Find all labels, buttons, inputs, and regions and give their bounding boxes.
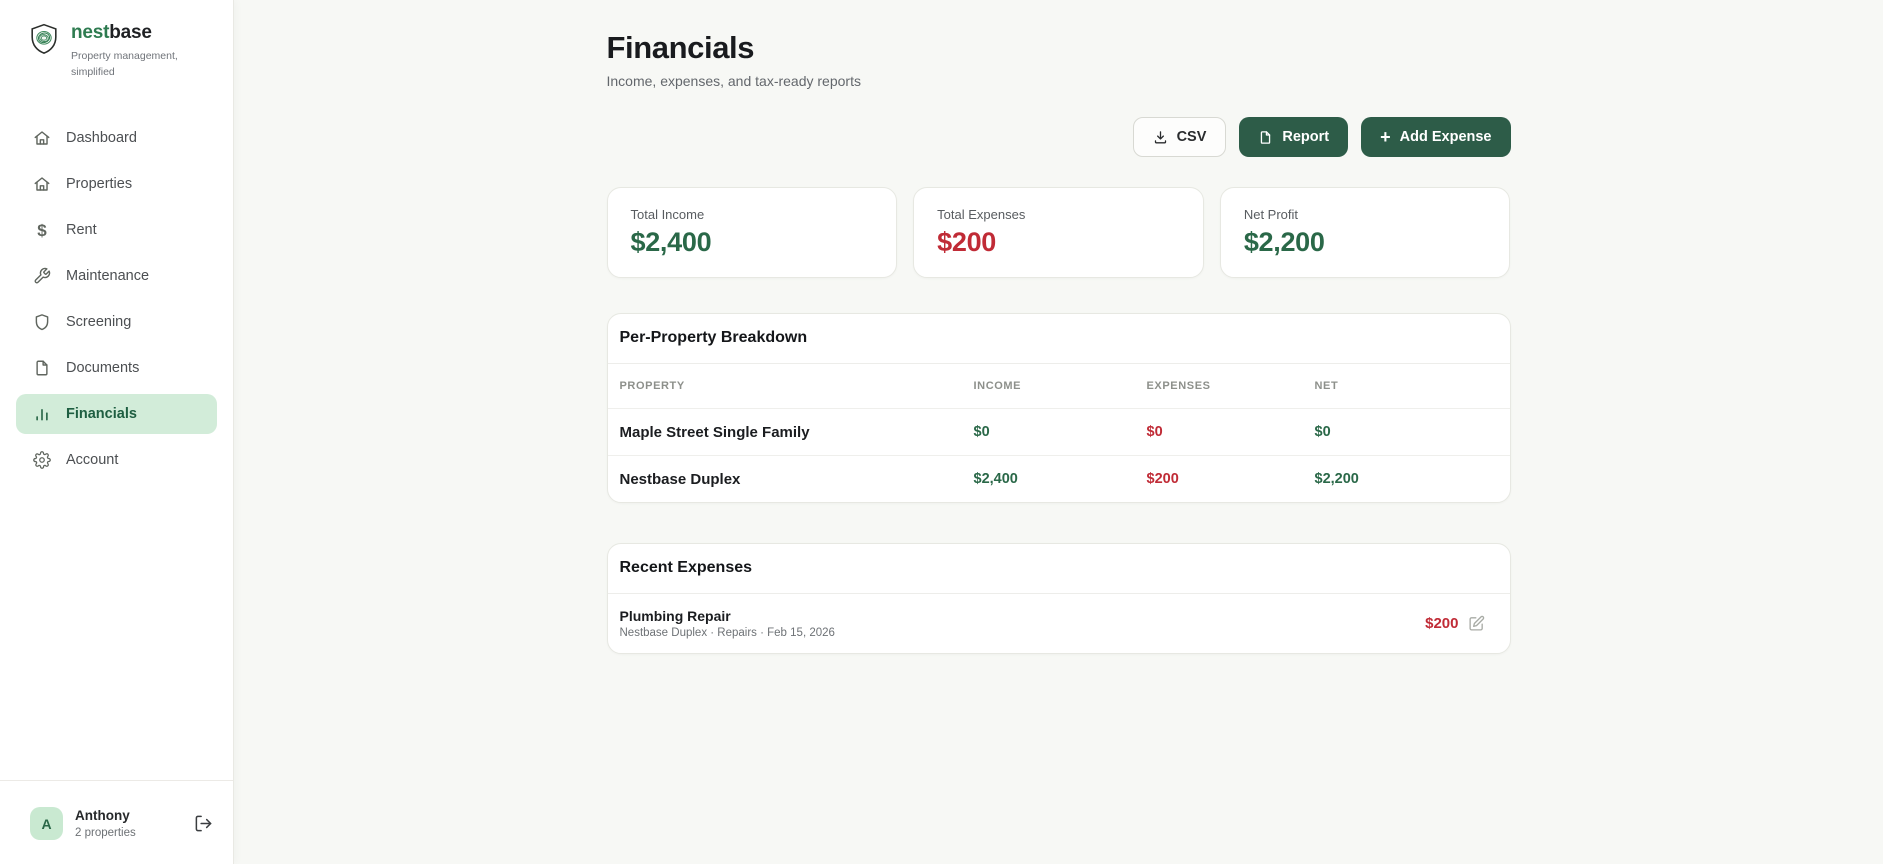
add-expense-button[interactable]: + Add Expense xyxy=(1361,117,1511,157)
main-content: Financials Income, expenses, and tax-rea… xyxy=(234,0,1883,864)
table-row: Maple Street Single Family $0 $0 $0 xyxy=(607,408,1510,455)
gear-icon xyxy=(33,451,51,470)
stat-card-total-income: Total Income $2,400 xyxy=(606,187,898,278)
stats-row: Total Income $2,400 Total Expenses $200 … xyxy=(606,187,1511,278)
page-title: Financials xyxy=(606,30,755,65)
wrench-icon xyxy=(33,267,51,285)
per-property-breakdown-panel: Per-Property Breakdown Property Income E… xyxy=(606,313,1511,503)
sidebar-item-label: Account xyxy=(66,452,119,469)
sidebar-item-label: Dashboard xyxy=(66,130,137,147)
sidebar-item-documents[interactable]: Documents xyxy=(16,348,217,388)
stat-value: $200 xyxy=(937,227,997,257)
avatar: A xyxy=(30,807,63,840)
sidebar-nav: Dashboard Properties $ Rent Maintenance … xyxy=(0,118,233,486)
report-button[interactable]: Report xyxy=(1239,117,1349,157)
house-icon xyxy=(33,175,51,193)
sidebar-item-rent[interactable]: $ Rent xyxy=(16,210,217,250)
brand-name: nestbase xyxy=(71,22,152,43)
brand-logo: nestbase Property management, simplified xyxy=(0,22,233,80)
sidebar-item-maintenance[interactable]: Maintenance xyxy=(16,256,217,296)
export-csv-button[interactable]: CSV xyxy=(1132,117,1227,157)
expense-amount-group: $200 xyxy=(1425,615,1484,632)
stat-label: Total Expenses xyxy=(937,207,1026,222)
plus-icon: + xyxy=(1380,126,1391,147)
income-value: $0 xyxy=(973,424,990,440)
expense-list-item: Plumbing Repair Nestbase Duplex · Repair… xyxy=(607,593,1510,653)
expense-amount: $200 xyxy=(1425,615,1459,632)
sidebar-item-screening[interactable]: Screening xyxy=(16,302,217,342)
sidebar-item-label: Properties xyxy=(66,176,133,193)
shield-icon xyxy=(33,313,51,331)
sidebar-item-label: Financials xyxy=(66,406,137,423)
sidebar-item-financials[interactable]: Financials xyxy=(16,394,217,435)
brand-text: nestbase Property management, simplified xyxy=(71,22,178,80)
table-row: Nestbase Duplex $2,400 $200 $2,200 xyxy=(607,455,1510,502)
user-meta: 2 properties xyxy=(75,826,136,839)
property-name: Maple Street Single Family xyxy=(619,423,810,441)
bar-chart-icon xyxy=(33,405,51,423)
stat-value: $2,400 xyxy=(630,227,712,257)
income-value: $2,400 xyxy=(973,471,1018,487)
user-name: Anthony xyxy=(75,808,130,824)
page-subtitle: Income, expenses, and tax-ready reports xyxy=(606,73,861,89)
action-bar: CSV Report + Add Expense xyxy=(607,117,1511,157)
sidebar-item-dashboard[interactable]: Dashboard xyxy=(16,118,217,158)
property-name: Nestbase Duplex xyxy=(619,470,741,488)
report-file-icon xyxy=(1261,130,1271,144)
breakdown-table-header: Property Income Expenses Net xyxy=(607,363,1510,408)
stat-value: $2,200 xyxy=(1243,227,1325,257)
sidebar-item-label: Screening xyxy=(66,314,132,331)
dollar-icon: $ xyxy=(37,220,47,240)
brand-tagline: Property management, simplified xyxy=(71,49,178,78)
column-header-net: Net xyxy=(1314,380,1339,392)
edit-icon[interactable] xyxy=(1468,615,1485,632)
sidebar-item-label: Maintenance xyxy=(66,268,150,285)
column-header-property: Property xyxy=(619,380,685,392)
sidebar: nestbase Property management, simplified… xyxy=(0,0,234,864)
stat-label: Total Income xyxy=(630,207,705,222)
home-icon xyxy=(33,129,51,147)
breakdown-title: Per-Property Breakdown xyxy=(619,329,808,346)
sidebar-item-account[interactable]: Account xyxy=(16,440,217,480)
nest-shield-logo-icon xyxy=(31,23,57,54)
sidebar-item-label: Documents xyxy=(66,360,140,377)
document-icon xyxy=(33,359,51,377)
column-header-expenses: Expenses xyxy=(1146,380,1211,392)
sidebar-user-panel: A Anthony 2 properties xyxy=(0,780,233,864)
expenses-value: $200 xyxy=(1146,471,1179,487)
stat-card-net-profit: Net Profit $2,200 xyxy=(1219,187,1511,278)
expenses-value: $0 xyxy=(1146,424,1163,440)
download-icon xyxy=(1154,130,1166,143)
stat-label: Net Profit xyxy=(1243,207,1299,222)
expense-meta: Nestbase Duplex · Repairs · Feb 15, 2026 xyxy=(619,627,835,639)
expense-info: Plumbing Repair Nestbase Duplex · Repair… xyxy=(620,608,835,639)
expense-name: Plumbing Repair xyxy=(619,608,731,624)
stat-card-total-expenses: Total Expenses $200 xyxy=(913,187,1204,278)
sidebar-item-label: Rent xyxy=(66,222,97,239)
user-info: Anthony 2 properties xyxy=(75,808,136,838)
logout-icon[interactable] xyxy=(194,814,213,833)
recent-expenses-title: Recent Expenses xyxy=(619,559,753,576)
column-header-income: Income xyxy=(973,380,1022,392)
recent-expenses-panel: Recent Expenses Plumbing Repair Nestbase… xyxy=(606,543,1511,654)
sidebar-item-properties[interactable]: Properties xyxy=(16,164,217,204)
net-value: $0 xyxy=(1314,424,1331,440)
net-value: $2,200 xyxy=(1314,471,1359,487)
